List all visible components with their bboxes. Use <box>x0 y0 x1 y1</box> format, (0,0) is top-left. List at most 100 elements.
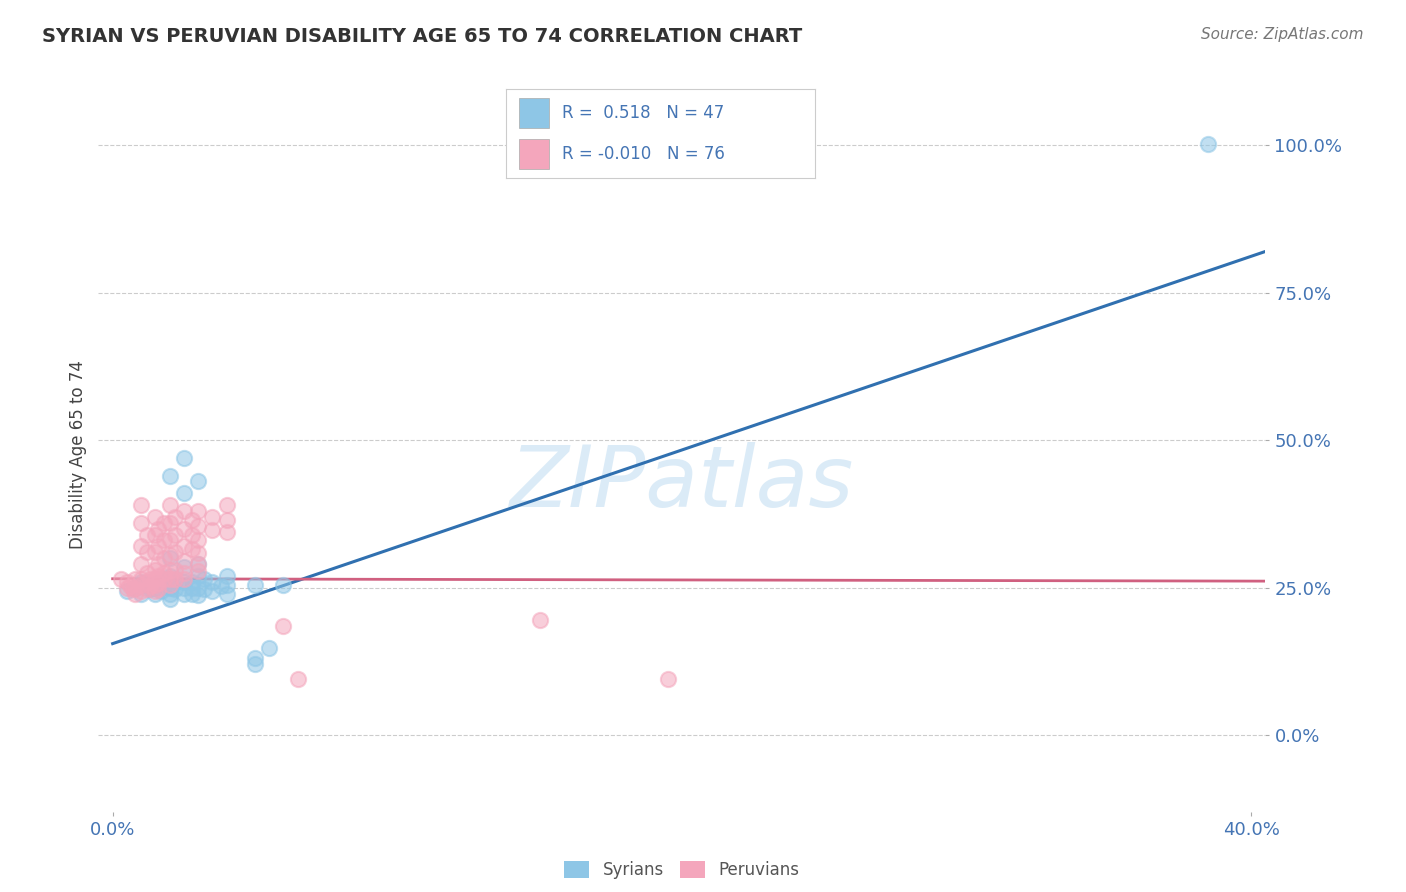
Point <box>153 566 176 580</box>
Point <box>187 546 209 560</box>
Point <box>135 577 157 591</box>
Point <box>115 581 138 595</box>
Point <box>173 486 195 500</box>
Point <box>148 557 170 571</box>
Point <box>181 581 204 595</box>
Point <box>129 516 152 530</box>
Point <box>135 527 157 541</box>
Point <box>181 574 204 589</box>
Point <box>153 551 176 566</box>
Point <box>143 572 166 586</box>
Point <box>153 533 176 548</box>
Point <box>159 586 181 600</box>
Point <box>165 572 187 586</box>
Point <box>148 575 170 590</box>
Point <box>201 574 224 589</box>
Point <box>187 504 209 518</box>
Point <box>165 582 187 596</box>
Point <box>153 579 176 593</box>
Point <box>135 545 157 559</box>
Point <box>118 579 141 593</box>
Point <box>129 577 152 591</box>
Point <box>124 586 146 600</box>
Point <box>201 523 224 537</box>
Point <box>187 581 209 595</box>
Point <box>138 579 160 593</box>
Point <box>143 563 166 577</box>
Point <box>529 613 551 627</box>
Point <box>129 572 152 586</box>
Point <box>129 586 152 600</box>
Point <box>181 586 204 600</box>
Point <box>138 582 160 596</box>
Point <box>173 566 195 580</box>
Point <box>181 513 204 527</box>
Point <box>243 577 266 591</box>
Point <box>129 498 152 512</box>
Point <box>287 672 309 686</box>
Point <box>135 574 157 589</box>
Point <box>273 619 295 633</box>
Point <box>153 572 176 586</box>
Point <box>209 579 232 593</box>
Point <box>193 572 215 586</box>
Text: ZIPatlas: ZIPatlas <box>510 442 853 525</box>
Point <box>273 577 295 591</box>
Point <box>153 516 176 530</box>
Point <box>148 575 170 590</box>
Point <box>159 516 181 530</box>
Point <box>143 509 166 524</box>
Point <box>173 554 195 568</box>
Point <box>193 582 215 596</box>
Point <box>187 564 209 578</box>
Point <box>173 539 195 553</box>
Point <box>110 572 132 586</box>
Point <box>159 569 181 583</box>
Point <box>173 586 195 600</box>
Point <box>129 583 152 598</box>
Point <box>181 527 204 541</box>
Point <box>159 577 181 591</box>
Point <box>148 582 170 596</box>
Point <box>173 572 195 586</box>
Point <box>143 577 166 591</box>
Point <box>143 545 166 559</box>
Point <box>143 583 166 598</box>
Text: R =  0.518   N = 47: R = 0.518 N = 47 <box>562 104 724 122</box>
Point <box>159 498 181 512</box>
Point <box>129 557 152 571</box>
Y-axis label: Disability Age 65 to 74: Disability Age 65 to 74 <box>69 360 87 549</box>
Text: Source: ZipAtlas.com: Source: ZipAtlas.com <box>1201 27 1364 42</box>
Point <box>124 581 146 595</box>
Point <box>187 588 209 602</box>
Point <box>135 582 157 596</box>
Point <box>215 569 238 583</box>
Point <box>143 527 166 541</box>
Point <box>243 651 266 665</box>
Point <box>159 468 181 483</box>
Point <box>187 557 209 571</box>
Point <box>187 569 209 583</box>
Point <box>159 581 181 595</box>
Point <box>148 522 170 536</box>
Point <box>215 513 238 527</box>
Point <box>187 518 209 533</box>
Point <box>148 539 170 553</box>
Point <box>215 498 238 512</box>
Point <box>187 557 209 571</box>
Point <box>115 583 138 598</box>
Point <box>1198 137 1220 152</box>
FancyBboxPatch shape <box>519 98 550 128</box>
Point <box>150 583 173 598</box>
Point <box>124 572 146 586</box>
Point <box>129 574 152 589</box>
Point <box>165 574 187 589</box>
Point <box>173 450 195 465</box>
Legend: Syrians, Peruvians: Syrians, Peruvians <box>557 854 807 886</box>
Point <box>143 586 166 600</box>
Point <box>159 572 181 586</box>
Point <box>173 581 195 595</box>
Point <box>165 527 187 541</box>
Point <box>215 586 238 600</box>
Point <box>173 522 195 536</box>
